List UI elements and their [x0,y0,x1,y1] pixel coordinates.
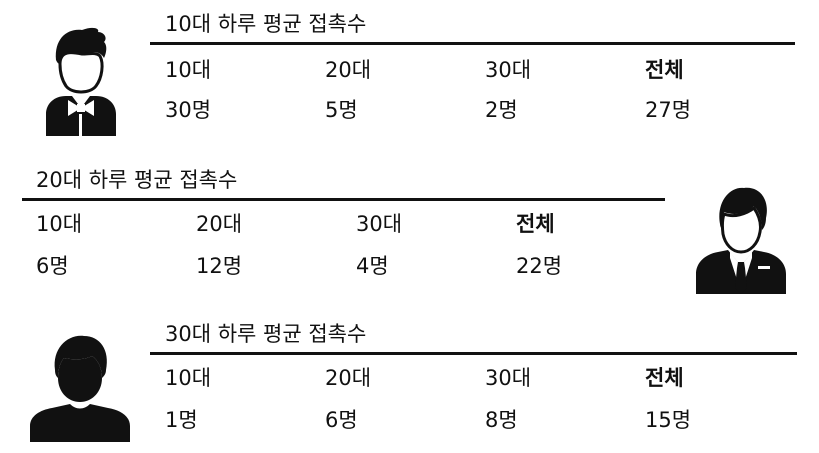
man-icon [30,335,130,442]
value-20s: 12명 [196,254,243,278]
value-20s: 6명 [325,408,358,432]
section-divider [150,42,795,45]
businessman-icon [696,187,786,294]
header-10s: 10대 [36,212,83,236]
section-divider [22,198,665,201]
header-10s: 10대 [165,58,212,82]
value-total: 27명 [645,98,692,122]
header-20s: 20대 [325,58,372,82]
value-20s: 5명 [325,98,358,122]
value-30s: 8명 [485,408,518,432]
header-30s: 30대 [485,366,532,390]
header-total: 전체 [645,58,684,82]
value-total: 15명 [645,408,692,432]
value-10s: 1명 [165,408,198,432]
header-total: 전체 [516,212,555,236]
header-20s: 20대 [196,212,243,236]
section-title: 30대 하루 평균 접촉수 [165,322,367,346]
value-30s: 2명 [485,98,518,122]
value-10s: 6명 [36,254,69,278]
header-10s: 10대 [165,366,212,390]
header-30s: 30대 [356,212,403,236]
section-divider [150,352,797,355]
header-total: 전체 [645,366,684,390]
section-title: 20대 하루 평균 접촉수 [36,168,238,192]
value-total: 22명 [516,254,563,278]
header-30s: 30대 [485,58,532,82]
header-20s: 20대 [325,366,372,390]
value-30s: 4명 [356,254,389,278]
section-title: 10대 하루 평균 접촉수 [165,12,367,36]
teen-boy-icon [46,27,116,136]
value-10s: 30명 [165,98,212,122]
